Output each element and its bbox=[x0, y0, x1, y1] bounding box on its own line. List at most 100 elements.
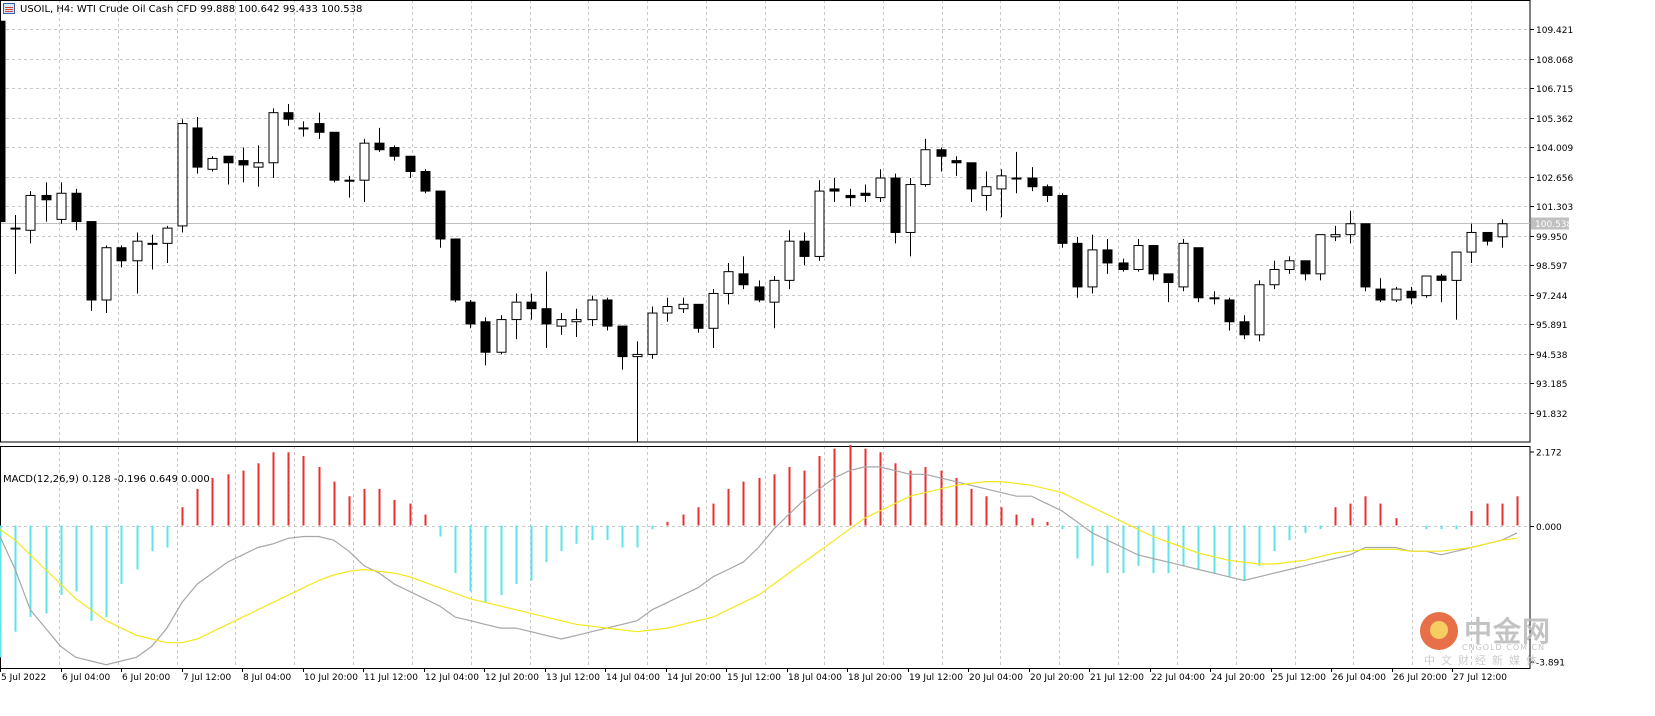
candle bbox=[374, 127, 385, 152]
candle-body-bear bbox=[754, 286, 765, 301]
grid bbox=[0, 0, 1530, 668]
candle-body-bear bbox=[435, 190, 446, 240]
candle-body-bear bbox=[1239, 321, 1250, 336]
candle bbox=[465, 299, 476, 329]
candle-body-bear bbox=[829, 188, 840, 192]
candle-body-bear bbox=[1042, 186, 1053, 196]
candle bbox=[1406, 286, 1417, 305]
time-tick-label: 21 Jul 12:00 bbox=[1090, 673, 1144, 683]
price-tick-label: 98.597 bbox=[1536, 262, 1568, 272]
candle bbox=[1436, 273, 1447, 303]
candle-body-bull bbox=[207, 157, 218, 170]
time-tick-label: 18 Jul 04:00 bbox=[788, 673, 842, 683]
candle bbox=[905, 178, 916, 257]
candle bbox=[981, 171, 992, 211]
time-tick-label: 18 Jul 20:00 bbox=[848, 673, 902, 683]
candle bbox=[405, 155, 416, 179]
time-tick-label: 25 Jul 12:00 bbox=[1272, 673, 1326, 683]
candle bbox=[1330, 225, 1341, 242]
candle-body-bear bbox=[0, 20, 6, 223]
candle bbox=[496, 315, 507, 355]
macd-axis: 2.172 0.000 -3.891 bbox=[1530, 449, 1565, 669]
candle bbox=[480, 317, 491, 366]
candle-body-bull bbox=[571, 319, 582, 323]
candle-body-bear bbox=[799, 240, 810, 257]
candle-body-bull bbox=[1497, 223, 1508, 238]
candle-body-bull bbox=[769, 279, 780, 303]
candle-body-bear bbox=[617, 325, 628, 358]
candle-body-bull bbox=[632, 353, 643, 358]
macd-tick-label: 2.172 bbox=[1536, 449, 1562, 459]
candle bbox=[132, 232, 143, 294]
time-tick-label: 26 Jul 04:00 bbox=[1332, 673, 1386, 683]
candle bbox=[1148, 245, 1159, 281]
candle bbox=[723, 262, 734, 305]
candle bbox=[223, 155, 234, 185]
cngold-logo-icon bbox=[1420, 612, 1458, 650]
candle-body-bull bbox=[1284, 260, 1295, 270]
candle bbox=[1300, 260, 1311, 281]
candle bbox=[116, 245, 127, 268]
candle bbox=[1375, 278, 1386, 303]
candle bbox=[435, 190, 446, 248]
candle bbox=[1072, 236, 1083, 298]
candle bbox=[1102, 239, 1113, 274]
price-tick-label: 104.009 bbox=[1536, 144, 1573, 154]
price-tick-label: 108.068 bbox=[1536, 56, 1573, 66]
candle bbox=[344, 175, 355, 198]
macd-panel-frame bbox=[0, 446, 1531, 669]
macd-histogram bbox=[0, 444, 1519, 658]
candle bbox=[526, 293, 537, 320]
candle-body-bull bbox=[662, 306, 673, 314]
candle-body-bull bbox=[784, 240, 795, 281]
candle-body-bear bbox=[1482, 231, 1493, 242]
candle bbox=[951, 156, 962, 176]
price-tick-label: 101.303 bbox=[1536, 203, 1573, 213]
time-axis: 5 Jul 2022 6 Jul 04:00 6 Jul 20:00 7 Jul 12… bbox=[0, 668, 1507, 683]
candle bbox=[177, 119, 188, 233]
candle bbox=[829, 178, 840, 202]
candle bbox=[420, 169, 431, 194]
candle-body-bear bbox=[966, 162, 977, 190]
candle-body-bull bbox=[920, 149, 931, 186]
candle bbox=[1209, 291, 1220, 305]
candle bbox=[207, 156, 218, 172]
candle-body-bear bbox=[845, 194, 856, 199]
candle-body-bear bbox=[1118, 262, 1129, 270]
candle bbox=[314, 112, 325, 139]
chart-window-icon[interactable] bbox=[3, 3, 15, 14]
candle bbox=[890, 173, 901, 244]
candle bbox=[678, 297, 689, 314]
candle bbox=[1133, 239, 1144, 272]
candle bbox=[708, 289, 719, 348]
candle bbox=[1497, 219, 1508, 248]
price-tick-label: 109.421 bbox=[1536, 26, 1573, 36]
price-tick-label: 94.538 bbox=[1536, 351, 1568, 361]
candle-body-bear bbox=[890, 177, 901, 233]
current-price-tag bbox=[1531, 217, 1569, 230]
candle-body-bull bbox=[678, 303, 689, 310]
candle-body-bear bbox=[693, 303, 704, 329]
candle-body-bull bbox=[496, 319, 507, 353]
macd-line bbox=[0, 466, 1518, 666]
candle bbox=[845, 188, 856, 207]
candle-body-bear bbox=[526, 301, 537, 310]
candle-body-bear bbox=[71, 192, 82, 223]
candle bbox=[556, 313, 567, 335]
candle-body-bear bbox=[329, 131, 340, 181]
candle-body-bull bbox=[1269, 268, 1280, 286]
time-tick-label: 27 Jul 12:00 bbox=[1453, 673, 1507, 683]
candle bbox=[1042, 184, 1053, 202]
time-tick-label: 6 Jul 20:00 bbox=[122, 673, 171, 683]
candle-body-bull bbox=[1330, 234, 1341, 238]
candle bbox=[1087, 234, 1098, 294]
candle-body-bull bbox=[268, 112, 279, 164]
candle bbox=[1118, 258, 1129, 272]
candle bbox=[754, 280, 765, 303]
candle-body-bull bbox=[56, 192, 67, 220]
candle bbox=[799, 232, 810, 266]
candle bbox=[1451, 251, 1462, 320]
candle-body-bear bbox=[223, 155, 234, 164]
candle bbox=[1163, 273, 1174, 303]
